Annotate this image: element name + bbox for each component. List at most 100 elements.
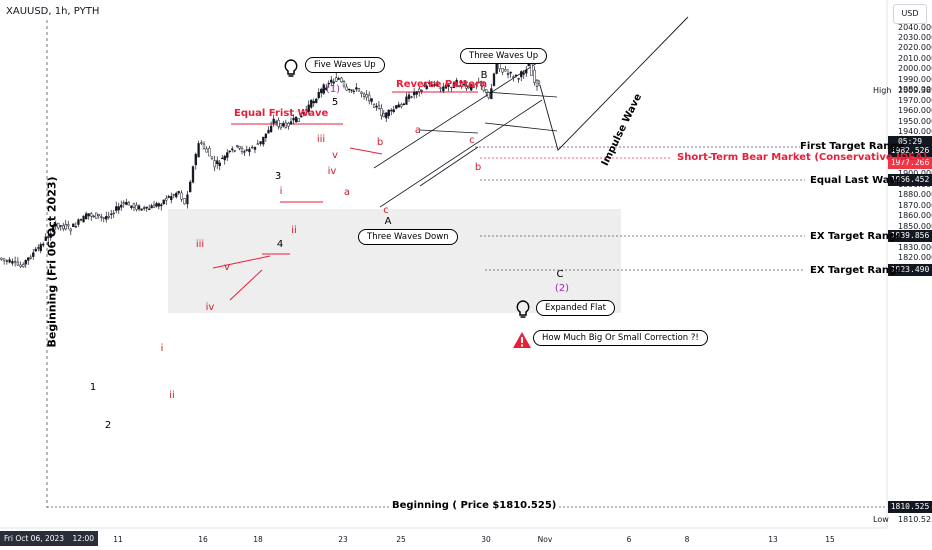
- price-tick: 1880.000: [898, 190, 932, 200]
- price-tick: 1940.000: [898, 127, 932, 137]
- wave-label: ii: [291, 225, 297, 236]
- candle-body: [430, 84, 433, 87]
- candle-body: [302, 111, 305, 115]
- level-lines: [47, 146, 887, 508]
- candle-body: [248, 148, 251, 153]
- candle-body: [410, 96, 413, 98]
- candle-body: [95, 212, 98, 219]
- candle-body: [418, 88, 421, 92]
- ex-target-text-1: EX Target Range: [810, 231, 903, 242]
- candle-body: [162, 199, 165, 205]
- expanded-flat-zone: [168, 209, 621, 313]
- price-tick: 1830.000: [898, 242, 932, 252]
- candle-body: [267, 129, 270, 134]
- candle-body: [189, 181, 192, 193]
- currency-button[interactable]: USD: [893, 4, 927, 24]
- wave-label: 5: [331, 97, 339, 108]
- candle-body: [447, 84, 450, 87]
- candle-body: [200, 142, 203, 144]
- candle-body: [423, 84, 426, 87]
- candle-body: [105, 216, 108, 220]
- wave-label: iv: [205, 302, 215, 313]
- candle-body: [345, 86, 348, 91]
- candle-body: [100, 216, 103, 218]
- equal-last-wave-text: Equal Last Wave: [810, 175, 903, 186]
- candle-body: [368, 94, 371, 102]
- candle-body: [170, 196, 173, 201]
- inner-wedge-top: [419, 129, 479, 134]
- candle-body: [145, 206, 148, 209]
- price-tick: 2030.000: [898, 32, 932, 42]
- candle-body: [238, 146, 241, 149]
- price-tick: 1820.000: [898, 253, 932, 263]
- candle-body: [172, 194, 175, 196]
- wave-label: 2: [104, 420, 112, 431]
- price-tick: 1990.000: [898, 74, 932, 84]
- candle-body: [275, 121, 278, 123]
- beginning-vertical-text: Beginning (Fri 06 Oct 2023): [45, 176, 59, 348]
- candle-body: [259, 141, 262, 145]
- candle-body: [62, 225, 65, 230]
- candle-body: [506, 73, 510, 75]
- inner-wedge-bottom: [419, 146, 479, 187]
- candle-body: [397, 104, 400, 108]
- candle-body: [450, 86, 453, 89]
- candle-body: [197, 143, 200, 158]
- price-tick: 2020.000: [898, 43, 932, 53]
- candle-body: [29, 256, 32, 259]
- candle-body: [191, 166, 195, 183]
- wave4-lower-line: [229, 269, 263, 301]
- candle-body: [272, 118, 275, 124]
- short-term-bear-text: Short-Term Bear Market (Conservative IDE…: [677, 152, 928, 163]
- candle-body: [420, 89, 423, 92]
- candle-body: [475, 83, 478, 85]
- candle-body: [137, 205, 141, 210]
- candle-body: [340, 77, 343, 83]
- candle-body: [317, 92, 320, 98]
- candle-body: [117, 206, 120, 211]
- warning-icon: [513, 332, 531, 348]
- time-label: 15: [825, 535, 835, 544]
- candle-body: [277, 119, 280, 127]
- candle-body: [107, 215, 110, 218]
- candle-body: [289, 121, 293, 125]
- candle-body: [535, 79, 539, 87]
- candle-body: [152, 204, 156, 208]
- candle-body: [130, 205, 133, 208]
- lightbulb-icon: [284, 59, 298, 77]
- start-date-label: Fri Oct 06, 2023: [4, 534, 65, 543]
- candle-body: [132, 203, 136, 208]
- candle-body: [533, 69, 536, 83]
- candle-body: [400, 104, 403, 107]
- candle-body: [125, 201, 128, 205]
- candle-body: [327, 82, 330, 85]
- wave-label: C: [556, 269, 564, 280]
- candle-body: [297, 118, 300, 122]
- candle-body: [322, 84, 325, 94]
- candle-body: [24, 259, 27, 265]
- time-label: 23: [338, 535, 348, 544]
- price-axis-tag: 1810.525: [888, 501, 932, 513]
- candle-body: [8, 259, 11, 263]
- time-label: 18: [253, 535, 263, 544]
- price-axis-tag: 1966.452: [888, 174, 932, 186]
- candle-body: [157, 203, 160, 207]
- candle-body: [228, 150, 231, 153]
- candle-body: [256, 143, 259, 145]
- candle-body: [436, 84, 439, 86]
- wave-label: a: [343, 187, 351, 198]
- candle-body: [428, 82, 431, 85]
- candle-body: [412, 91, 416, 96]
- candle-body: [405, 96, 408, 105]
- wave-label: b: [474, 162, 482, 173]
- wave-label: A: [384, 216, 392, 227]
- price-tick: 1870.000: [898, 200, 932, 210]
- candle-body: [110, 213, 113, 216]
- price-tick: 1960.000: [898, 106, 932, 116]
- candle-body: [202, 143, 206, 149]
- wave-label: c: [383, 205, 389, 216]
- candle-body: [525, 69, 528, 74]
- candle-body: [90, 213, 93, 217]
- candle-body: [522, 72, 525, 75]
